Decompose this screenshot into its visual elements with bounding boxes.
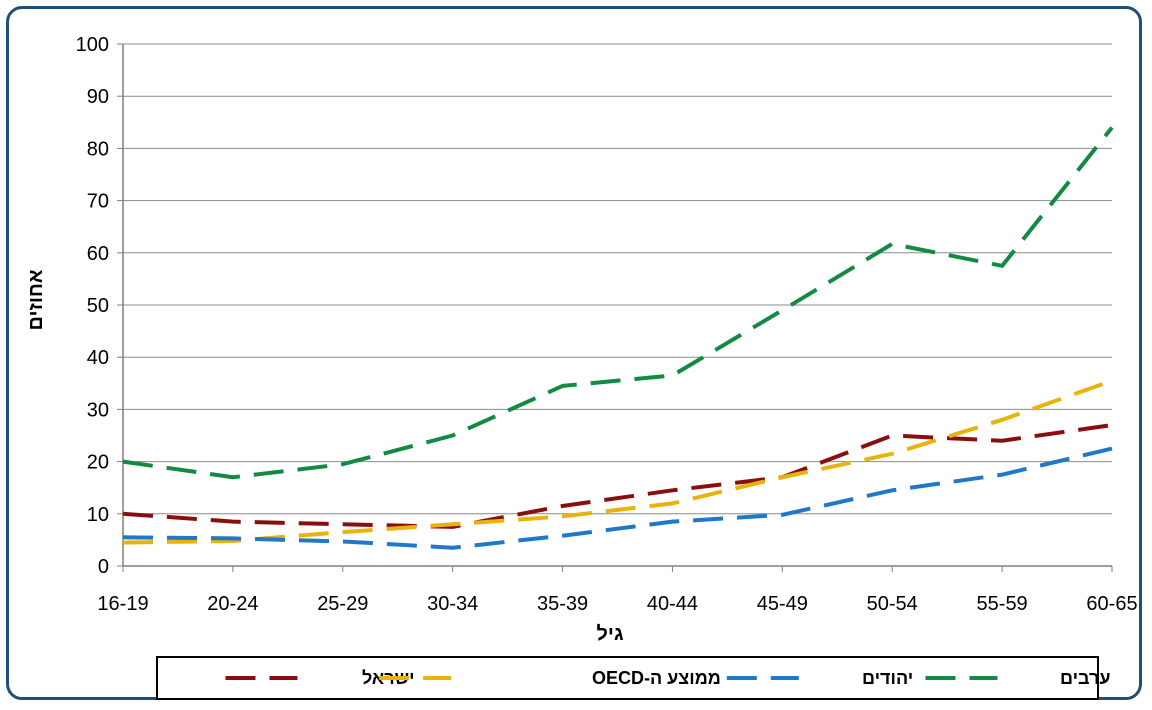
x-tick-labels: 16-19 20-24 25-29 30-34 35-39 40-44 45-49 50-54… [97, 566, 1138, 615]
y-tick-label: 0 [98, 556, 109, 578]
y-tick-labels: 0 10 20 30 40 50 60 70 80 90 100 [76, 34, 109, 578]
y-axis-title: אחוזים [25, 269, 47, 330]
series-line [122, 126, 1114, 480]
x-tick-label: 35-39 [537, 593, 588, 615]
legend: ישראל ממוצע ה-OECD יהודים ערבים [156, 656, 1111, 700]
chart-frame [6, 6, 1142, 700]
x-tick-label: 16-19 [97, 593, 148, 615]
legend-label: ממוצע ה-OECD [592, 668, 721, 688]
y-tick-label: 50 [87, 295, 109, 317]
y-tick-label: 30 [87, 399, 109, 421]
y-tick-label: 20 [87, 452, 109, 474]
series-line [122, 446, 1113, 550]
y-tick-label: 70 [87, 191, 109, 213]
x-tick-label: 45-49 [757, 593, 808, 615]
y-tick-label: 90 [87, 86, 109, 108]
legend-label: ערבים [1060, 668, 1111, 688]
x-tick-label: 20-24 [207, 593, 258, 615]
x-tick-label: 55-59 [977, 593, 1028, 615]
gridlines [117, 43, 1112, 567]
x-tick-label: 50-54 [867, 593, 918, 615]
x-tick-label: 40-44 [647, 593, 698, 615]
y-tick-label: 60 [87, 243, 109, 265]
series-line [122, 378, 1113, 545]
y-tick-label: 40 [87, 347, 109, 369]
y-tick-label: 100 [76, 34, 109, 56]
series-line [122, 423, 1113, 529]
series-lines [122, 126, 1114, 550]
y-tick-label: 80 [87, 138, 109, 160]
y-tick-label: 10 [87, 504, 109, 526]
x-axis-title: גיל [596, 623, 623, 645]
x-tick-label: 25-29 [317, 593, 368, 615]
legend-label: יהודים [862, 668, 913, 688]
x-tick-label: 30-34 [427, 593, 478, 615]
x-tick-label: 60-65 [1086, 593, 1137, 615]
